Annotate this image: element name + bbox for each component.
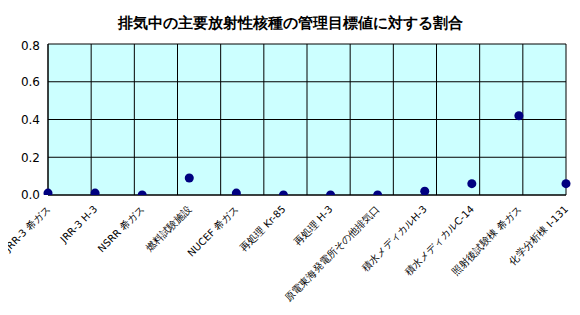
svg-text:照射後試験棟 希ガス: 照射後試験棟 希ガス xyxy=(449,203,523,277)
svg-text:再処理 Kr-85: 再処理 Kr-85 xyxy=(238,203,288,253)
svg-text:積水メディカルC-14: 積水メディカルC-14 xyxy=(402,203,477,278)
svg-text:再処理 H-3: 再処理 H-3 xyxy=(291,203,335,247)
svg-text:化学分析棟 I-131: 化学分析棟 I-131 xyxy=(507,203,571,267)
svg-text:燃料試験施設: 燃料試験施設 xyxy=(143,203,193,253)
svg-text:原電東海発電所その他排気口: 原電東海発電所その他排気口 xyxy=(282,203,382,303)
svg-text:0.4: 0.4 xyxy=(21,113,40,127)
svg-text:0.8: 0.8 xyxy=(21,39,40,53)
svg-text:NSRR 希ガス: NSRR 希ガス xyxy=(96,203,147,254)
svg-text:0.2: 0.2 xyxy=(21,151,40,165)
svg-text:0.0: 0.0 xyxy=(21,188,40,202)
svg-text:積水メディカルH-3: 積水メディカルH-3 xyxy=(359,203,429,274)
html-text:排気中の主要放射性核種の管理目標値に対する割合: 排気中の主要放射性核種の管理目標値に対する割合 xyxy=(117,14,463,32)
svg-text:0.6: 0.6 xyxy=(21,75,40,89)
svg-text:NUCEF 希ガス: NUCEF 希ガス xyxy=(185,203,240,258)
svg-text:JRR-3 希ガス: JRR-3 希ガス xyxy=(8,203,52,254)
svg-text:JRR-3 H-3: JRR-3 H-3 xyxy=(58,203,100,245)
